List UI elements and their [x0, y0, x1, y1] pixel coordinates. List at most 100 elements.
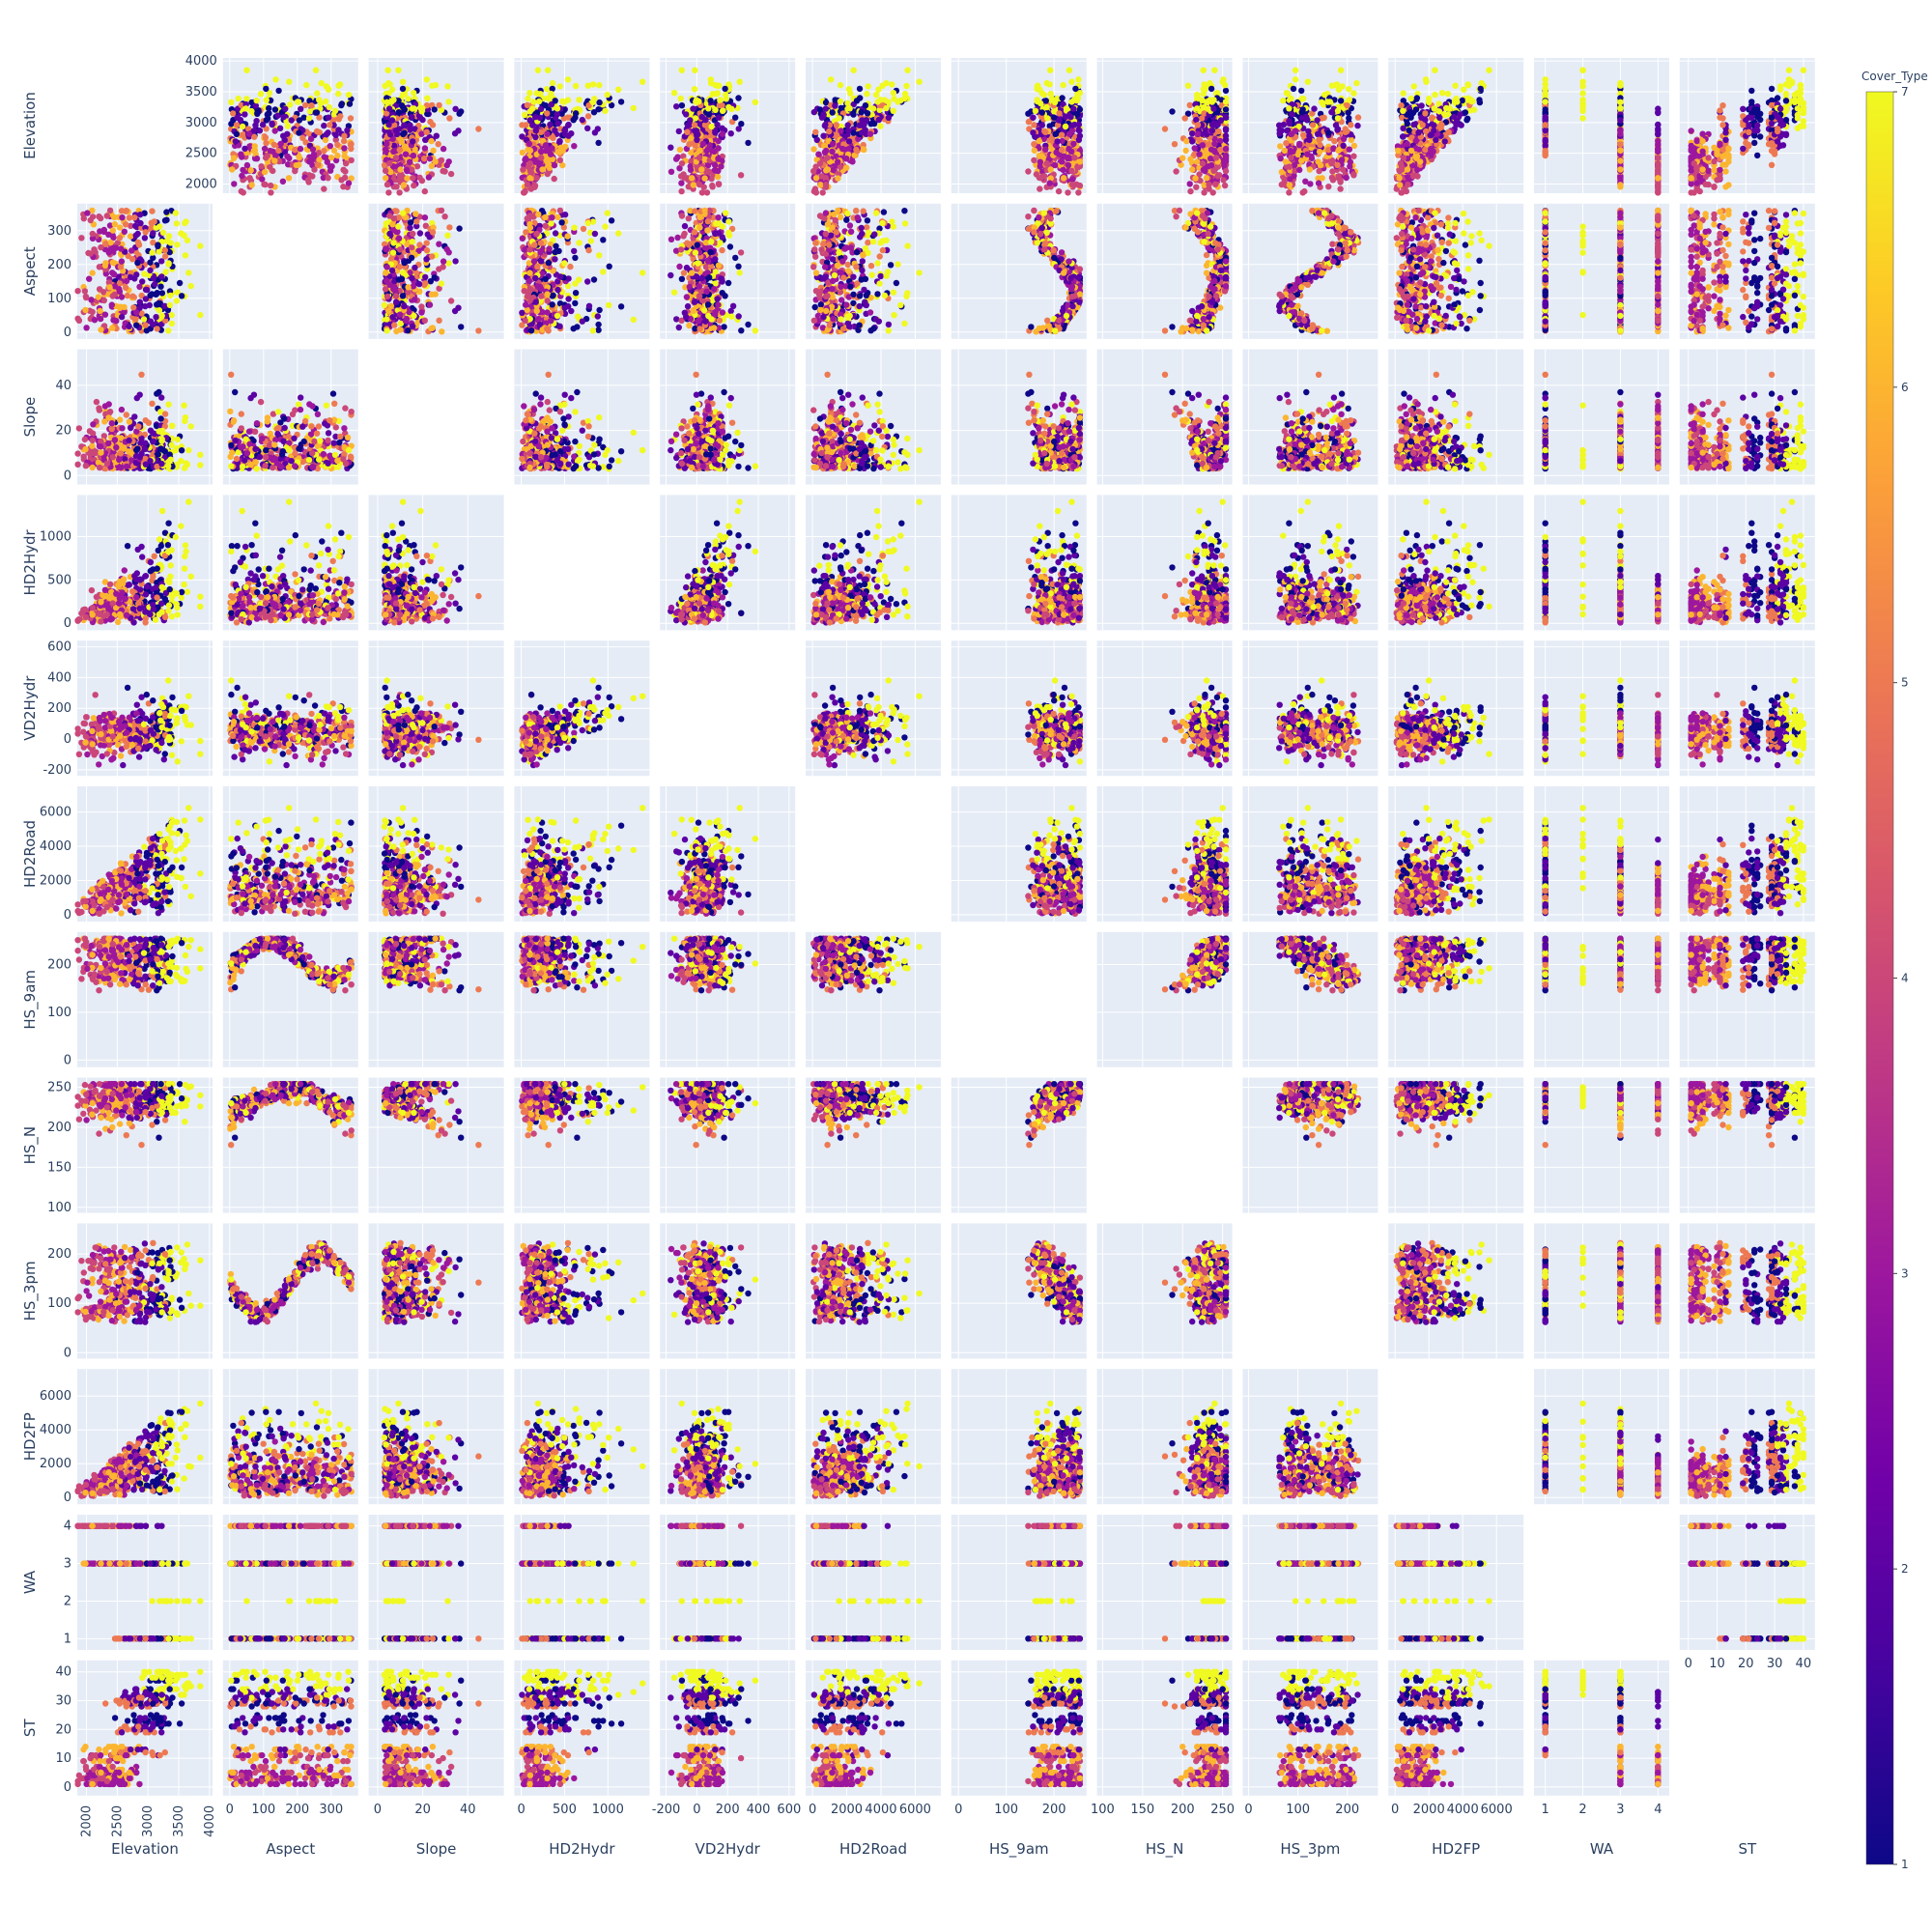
data-point — [410, 138, 415, 144]
data-point — [573, 83, 579, 89]
data-point — [240, 132, 245, 138]
data-point — [236, 96, 242, 101]
data-point — [254, 98, 260, 103]
data-point — [310, 147, 316, 153]
data-point — [690, 105, 696, 111]
data-point — [544, 110, 550, 116]
data-point — [238, 152, 243, 157]
data-point — [444, 83, 450, 89]
data-point — [695, 99, 700, 104]
data-point — [550, 80, 555, 86]
data-point — [325, 159, 330, 165]
panel-Elevation-vs-Aspect — [223, 58, 358, 196]
data-point — [286, 175, 292, 181]
data-point — [527, 160, 533, 166]
data-point — [713, 91, 719, 97]
data-point — [346, 92, 352, 98]
data-point — [429, 83, 435, 89]
data-point — [440, 168, 445, 174]
data-point — [737, 79, 743, 85]
data-point — [525, 182, 530, 187]
data-point — [715, 168, 721, 174]
data-point — [554, 121, 560, 127]
data-point — [585, 113, 591, 119]
data-point — [527, 148, 533, 154]
data-point — [403, 152, 409, 157]
data-point — [292, 168, 298, 174]
data-point — [313, 68, 319, 73]
data-point — [271, 157, 277, 163]
data-point — [692, 128, 697, 133]
data-point — [323, 99, 328, 104]
data-point — [327, 104, 332, 110]
data-point — [602, 108, 608, 114]
data-point — [424, 96, 430, 101]
data-point — [416, 175, 422, 181]
data-point — [434, 133, 440, 139]
data-point — [386, 105, 392, 111]
data-point — [396, 189, 402, 195]
data-point — [389, 117, 395, 123]
data-point — [668, 169, 674, 175]
data-point — [254, 156, 260, 161]
data-point — [543, 102, 549, 108]
data-point — [335, 83, 341, 89]
data-point — [344, 128, 350, 133]
data-point — [526, 175, 532, 181]
data-point — [258, 163, 264, 169]
data-point — [699, 189, 705, 195]
data-point — [385, 68, 391, 73]
data-point — [383, 175, 388, 181]
data-point — [525, 96, 530, 101]
data-point — [445, 99, 451, 104]
data-point — [272, 76, 278, 82]
data-point — [701, 175, 707, 181]
data-point — [342, 154, 348, 159]
data-point — [572, 115, 578, 121]
data-point — [228, 121, 234, 127]
data-point — [400, 92, 406, 98]
data-point — [673, 156, 679, 161]
data-point — [325, 129, 330, 135]
data-point — [709, 183, 715, 188]
data-point — [707, 98, 713, 103]
data-point — [397, 173, 403, 179]
data-point — [422, 137, 428, 143]
data-point — [700, 141, 706, 147]
data-point — [539, 166, 545, 172]
data-point — [292, 147, 298, 153]
data-point — [321, 185, 327, 191]
data-point — [421, 156, 427, 161]
data-point — [411, 183, 416, 188]
data-point — [331, 148, 337, 154]
data-point — [410, 175, 415, 181]
data-point — [556, 138, 562, 144]
data-point — [522, 188, 527, 194]
data-point — [272, 106, 278, 112]
data-point — [303, 82, 309, 88]
data-point — [595, 140, 601, 146]
data-point — [679, 68, 685, 73]
data-point — [253, 102, 259, 108]
data-point — [717, 97, 723, 102]
data-point — [432, 106, 438, 112]
data-point — [407, 159, 412, 165]
data-point — [545, 68, 551, 73]
data-point — [554, 111, 560, 117]
data-point — [678, 96, 684, 101]
data-point — [307, 108, 313, 114]
data-point — [696, 148, 702, 154]
data-point — [401, 182, 407, 187]
data-point — [242, 146, 247, 152]
data-point — [458, 108, 464, 114]
data-point — [532, 114, 538, 120]
data-point — [705, 146, 711, 152]
data-point — [444, 162, 450, 168]
data-point — [338, 177, 344, 183]
data-point — [257, 128, 263, 133]
data-point — [557, 83, 563, 89]
data-point — [393, 155, 399, 160]
data-point — [248, 167, 254, 173]
data-point — [275, 88, 281, 94]
